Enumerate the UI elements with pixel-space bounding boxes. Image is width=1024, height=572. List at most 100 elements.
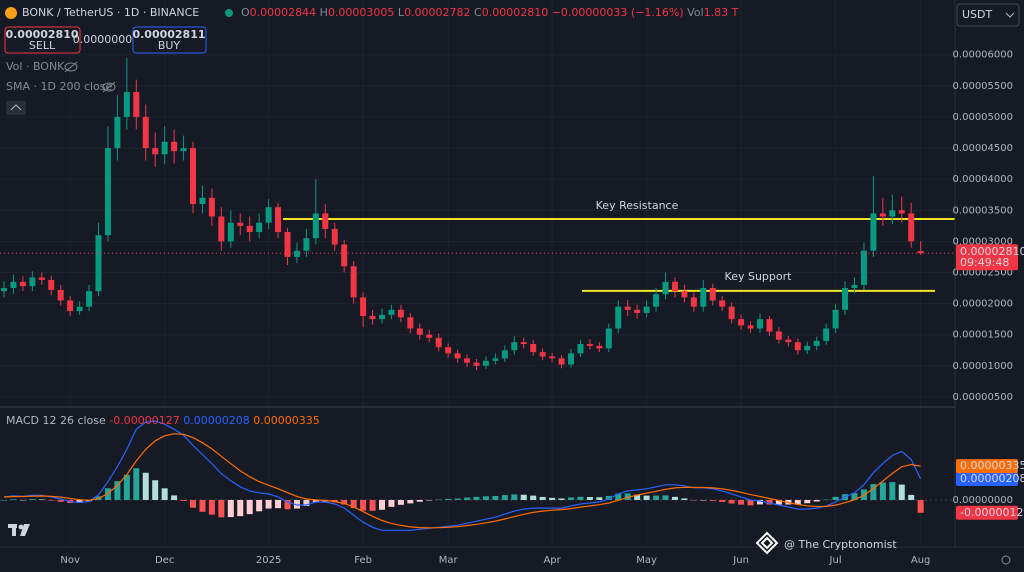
- histogram-bar: [558, 498, 565, 500]
- histogram-bar: [851, 493, 858, 500]
- candle-body: [416, 328, 423, 335]
- eye-icon[interactable]: [102, 81, 116, 93]
- candle-body: [917, 251, 924, 254]
- histogram-bar: [246, 499, 253, 515]
- spread: 0.00000001: [73, 33, 139, 46]
- histogram-bar: [464, 497, 471, 500]
- candle-body: [681, 291, 688, 298]
- histogram-bar: [549, 497, 556, 500]
- histogram-bar: [416, 499, 423, 502]
- histogram-bar: [388, 499, 395, 507]
- histogram-bar: [624, 493, 631, 500]
- candle-body: [38, 277, 45, 280]
- candle-body: [464, 358, 471, 363]
- x-tick-label: May: [636, 555, 657, 566]
- candle-body: [227, 222, 234, 242]
- histogram-bar: [709, 499, 716, 501]
- value-tag: [956, 505, 1018, 520]
- histogram-bar: [823, 499, 830, 501]
- histogram-bar: [152, 480, 159, 500]
- candle-body: [303, 238, 310, 251]
- candle-body: [426, 334, 433, 338]
- sell-label: SELL: [29, 39, 56, 52]
- candle-body: [832, 309, 839, 329]
- histogram-bar: [369, 499, 376, 511]
- sell-button[interactable]: [4, 26, 81, 54]
- macd-title: MACD 12 26 close: [6, 414, 106, 427]
- histogram-bar: [445, 498, 452, 500]
- candle-body: [331, 228, 338, 245]
- vol-value: 1.83 T: [704, 6, 739, 19]
- candle-body: [492, 358, 499, 361]
- ohlc-key: L: [398, 6, 405, 19]
- watermark-logo: [755, 531, 779, 555]
- buy-price: 0.00002811: [132, 28, 205, 41]
- candle-body: [511, 342, 518, 351]
- candle-body: [889, 210, 896, 217]
- ohlc-key: O: [241, 6, 250, 19]
- histogram-bar: [898, 484, 905, 500]
- histogram-bar: [180, 499, 187, 501]
- settings-icon[interactable]: [1001, 555, 1011, 565]
- x-tick-label: Jun: [732, 555, 749, 566]
- y-tick-label: 0.00001500: [953, 330, 1013, 341]
- symbol[interactable]: BONK / TetherUS · 1D · BINANCE: [22, 6, 199, 19]
- histogram-bar: [728, 499, 735, 504]
- histogram-bar: [794, 499, 801, 505]
- ohlc-key: H: [320, 6, 328, 19]
- histogram-bar: [738, 499, 745, 505]
- histogram-bar: [530, 495, 537, 500]
- value-tag-label: -0.00000127: [960, 506, 1024, 519]
- indicator-vol[interactable]: Vol · BONK: [6, 60, 65, 73]
- tv-logo: [8, 524, 30, 536]
- x-tick-label: Apr: [543, 555, 561, 566]
- histogram-bar: [426, 499, 433, 501]
- histogram-bar: [360, 499, 367, 511]
- price-tag-countdown: 09:49:48: [960, 256, 1009, 269]
- histogram-bar: [870, 484, 877, 500]
- candle-body: [709, 288, 716, 301]
- ohlc-value: 0.00003005: [328, 6, 394, 19]
- sell-price: 0.00002810: [5, 28, 78, 41]
- watermark: @ The Cryptonomist: [784, 538, 897, 551]
- ohlc-key: C: [474, 6, 482, 19]
- candle-body: [133, 92, 140, 117]
- candle-body: [161, 141, 168, 155]
- candle-body: [757, 319, 763, 329]
- candle-body: [728, 306, 735, 320]
- collapse-button[interactable]: [6, 101, 26, 115]
- histogram-bar: [813, 499, 820, 502]
- candle-body: [879, 213, 886, 217]
- histogram-bar: [775, 499, 782, 505]
- candle-body: [388, 309, 395, 315]
- candle-body: [577, 344, 584, 354]
- candle-body: [284, 232, 291, 257]
- histogram-bar: [908, 494, 915, 500]
- y-tick-label: 0.00004500: [953, 143, 1013, 154]
- buy-button[interactable]: [132, 26, 207, 54]
- y-tick-label: 0.00001000: [953, 361, 1013, 372]
- histogram-bar: [662, 495, 669, 500]
- marks: Key Resistance Key Support: [0, 57, 955, 531]
- histogram-bar: [605, 495, 612, 500]
- currency-select[interactable]: [956, 3, 1020, 27]
- vol-key: Vol: [687, 6, 703, 19]
- candle-body: [256, 222, 263, 233]
- histogram-bar: [29, 499, 36, 500]
- indicator-sma[interactable]: SMA · 1D 200 close: [6, 80, 113, 93]
- value-tag-label: 0.00000335: [960, 459, 1024, 472]
- candle-body: [454, 353, 461, 359]
- candle-body: [662, 281, 669, 295]
- candle-body: [57, 289, 64, 301]
- histogram-bar: [133, 468, 140, 500]
- candle-body: [738, 319, 745, 326]
- candle-body: [634, 309, 641, 313]
- candle-body: [482, 360, 489, 366]
- candle-body: [293, 250, 300, 257]
- eye-icon[interactable]: [64, 61, 78, 73]
- candle-body: [237, 222, 244, 226]
- histogram-bar: [690, 499, 697, 501]
- macd-line: [3, 433, 921, 529]
- candle-body: [851, 284, 858, 289]
- candle-body: [199, 197, 206, 205]
